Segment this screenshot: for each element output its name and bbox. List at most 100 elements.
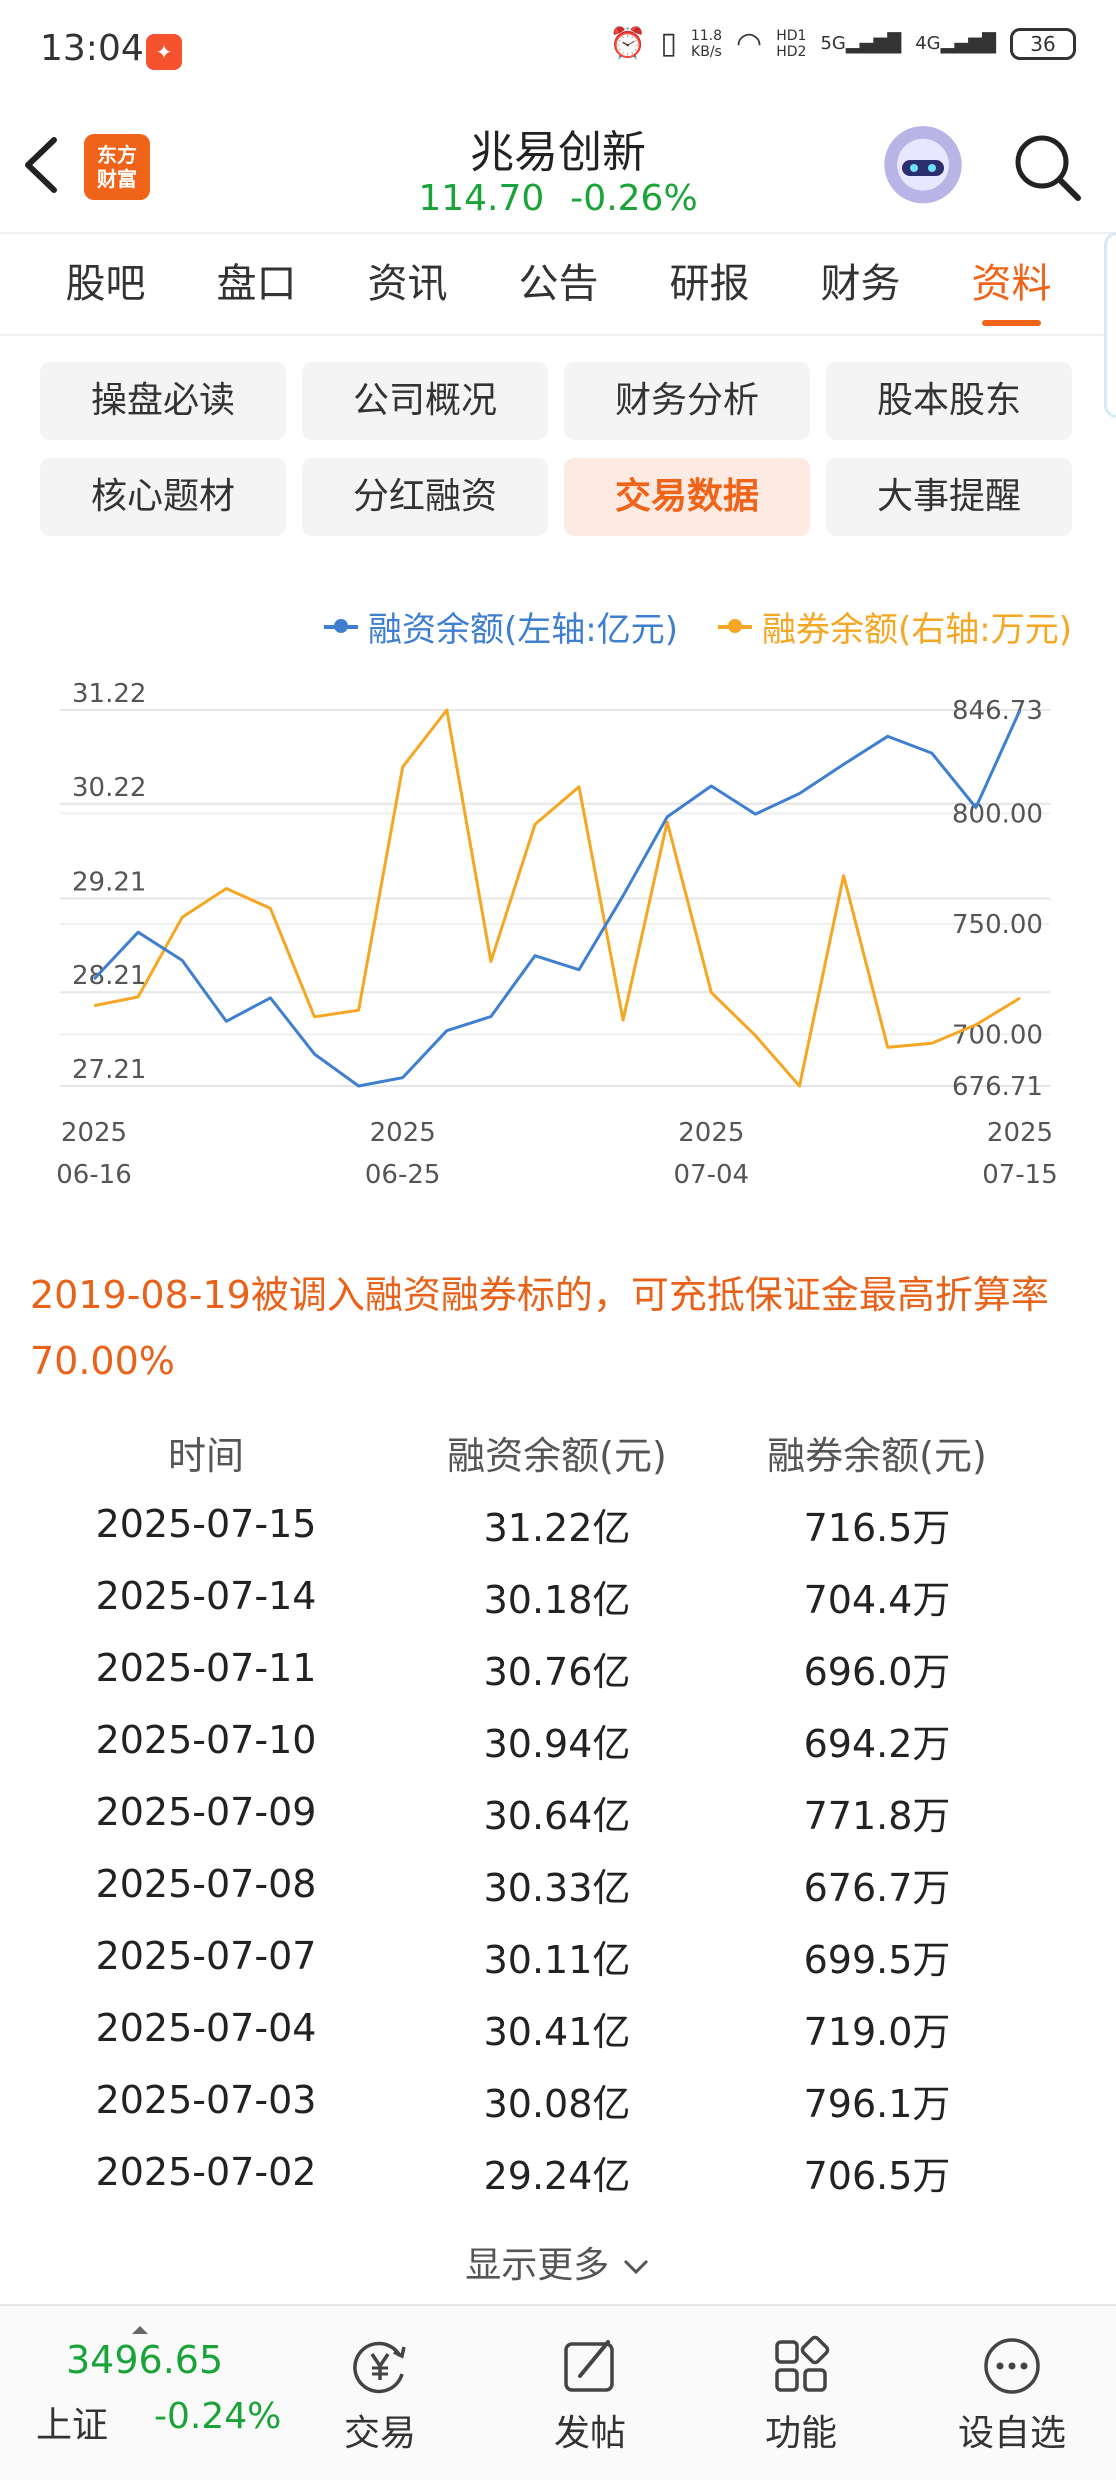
y-left-tick-label: 30.22 <box>72 773 146 803</box>
cell-date: 2025-07-14 <box>95 1574 317 1618</box>
series-line-short-selling <box>93 708 1021 1088</box>
table-row: 2025-07-08 30.33亿 676.7万 <box>0 1848 1116 1920</box>
hd1-label: HD1 <box>776 27 807 44</box>
status-icons: ⏰ ▯ 11.8 KB/s ◠ HD1 HD2 5G▂▄▆█ 4G▂▄▆█ 36 <box>609 26 1076 61</box>
x-tick-date: 06-25 <box>365 1160 441 1190</box>
tab-research[interactable]: 研报 <box>669 261 750 307</box>
tab-finance[interactable]: 财务 <box>820 261 901 307</box>
chevron-left-icon <box>25 137 57 193</box>
cell-date: 2025-07-04 <box>95 2006 317 2050</box>
hd2-label: HD2 <box>776 43 807 60</box>
cell-date: 2025-07-03 <box>95 2078 317 2122</box>
table-row: 2025-07-07 30.11亿 699.5万 <box>0 1920 1116 1992</box>
table-row: 2025-07-03 30.08亿 796.1万 <box>0 2064 1116 2136</box>
margin-eligibility-note: 2019-08-19被调入融资融券标的，可充抵保证金最高折算率70.00% <box>30 1273 1049 1383</box>
cell-short-balance: 696.0万 <box>803 1649 951 1694</box>
cell-financing-balance: 30.08亿 <box>483 2081 631 2126</box>
cell-short-balance: 719.0万 <box>803 2009 951 2054</box>
search-button[interactable] <box>1010 130 1084 204</box>
cell-date: 2025-07-08 <box>95 1862 317 1906</box>
hd-indicator: HD1 HD2 <box>776 28 806 60</box>
alarm-icon: ⏰ <box>608 26 647 61</box>
subnav-trading-data[interactable]: 交易数据 <box>564 458 810 536</box>
y-right-tick-label: 800.00 <box>952 799 1043 829</box>
tab-announcements[interactable]: 公告 <box>518 261 599 307</box>
show-more-button[interactable]: 显示更多 <box>0 2236 1116 2288</box>
cell-date: 2025-07-10 <box>95 1718 317 1762</box>
y-left-tick-label: 27.21 <box>72 1055 146 1085</box>
search-icon <box>1015 135 1081 201</box>
table-row: 2025-07-10 30.94亿 694.2万 <box>0 1704 1116 1776</box>
tab-news[interactable]: 资讯 <box>367 261 448 307</box>
cell-short-balance: 796.1万 <box>803 2081 951 2126</box>
app-logo: 东方 财富 <box>84 134 150 200</box>
table-row: 2025-07-11 30.76亿 696.0万 <box>0 1632 1116 1704</box>
post-button[interactable]: 发帖 <box>520 2322 660 2462</box>
subnav-dividends-financing[interactable]: 分红融资 <box>302 458 548 536</box>
cell-date: 2025-07-11 <box>95 1646 317 1690</box>
table-row: 2025-07-04 30.41亿 719.0万 <box>0 1992 1116 2064</box>
header-financing-balance: 融资余额(元) <box>447 1433 667 1478</box>
y-right-tick-label: 676.71 <box>952 1072 1043 1102</box>
margin-data-table: 时间 融资余额(元) 融券余额(元) 2025-07-15 31.22亿 716.5… <box>0 1416 1116 2208</box>
tab-guba[interactable]: 股吧 <box>65 261 146 307</box>
cell-short-balance: 771.8万 <box>803 1793 951 1838</box>
index-change: -0.24% <box>154 2396 282 2437</box>
caret-up-icon <box>132 2326 148 2334</box>
subnav-company-overview[interactable]: 公司概况 <box>302 362 548 440</box>
subnav-must-read[interactable]: 操盘必读 <box>40 362 286 440</box>
net-speed-value: 11.8 <box>690 27 723 44</box>
legend-label-short-selling: 融券余额(右轴:万元) <box>762 610 1072 650</box>
cell-financing-balance: 30.94亿 <box>483 1721 631 1766</box>
more-dots-icon <box>984 2338 1040 2394</box>
ai-assistant-avatar[interactable] <box>880 126 966 212</box>
functions-button[interactable]: 功能 <box>731 2322 871 2462</box>
subnav-financial-analysis[interactable]: 财务分析 <box>564 362 810 440</box>
side-drawer-handle[interactable] <box>1104 232 1116 418</box>
index-value: 3496.65 <box>66 2338 224 2382</box>
legend-item-financing[interactable]: 融资余额(左轴:亿元) <box>324 602 678 651</box>
subnav-core-themes[interactable]: 核心题材 <box>40 458 286 536</box>
table-row: 2025-07-14 30.18亿 704.4万 <box>0 1560 1116 1632</box>
y-left-tick-label: 29.21 <box>72 867 146 897</box>
subnav-events[interactable]: 大事提醒 <box>826 458 1072 536</box>
series-line-financing <box>92 709 1022 1088</box>
cell-date: 2025-07-15 <box>95 1502 317 1546</box>
show-more-label: 显示更多 <box>465 2245 610 2286</box>
signal-4g-label: 4G <box>915 33 941 54</box>
cell-financing-balance: 30.11亿 <box>483 1937 631 1982</box>
legend-marker-financing <box>324 618 358 633</box>
vibrate-icon: ▯ <box>660 26 677 61</box>
cell-financing-balance: 30.76亿 <box>483 1649 631 1694</box>
cell-date: 2025-07-07 <box>95 1934 317 1978</box>
index-ticker[interactable]: 3496.65 上证 -0.24% <box>36 2326 296 2446</box>
trade-button[interactable]: 交易 <box>310 2322 450 2462</box>
post-label: 发帖 <box>553 2413 626 2454</box>
cell-date: 2025-07-02 <box>95 2150 317 2194</box>
y-right-tick-label: 846.73 <box>952 696 1043 726</box>
network-speed: 11.8 KB/s <box>691 28 722 60</box>
table-row: 2025-07-02 29.24亿 706.5万 <box>0 2136 1116 2208</box>
x-tick-date: 07-15 <box>982 1160 1058 1190</box>
functions-label: 功能 <box>764 2413 837 2454</box>
table-header-row: 时间 融资余额(元) 融券余额(元) <box>0 1416 1116 1488</box>
cell-financing-balance: 29.24亿 <box>483 2153 631 2198</box>
tab-pankou[interactable]: 盘口 <box>216 261 297 307</box>
x-tick-year: 2025 <box>987 1118 1053 1148</box>
y-right-tick-label: 700.00 <box>952 1020 1043 1050</box>
y-left-tick-label: 31.22 <box>72 679 146 709</box>
tab-profile[interactable]: 资料 <box>936 234 1087 334</box>
cell-short-balance: 699.5万 <box>803 1937 951 1982</box>
cell-short-balance: 676.7万 <box>803 1865 951 1910</box>
wifi-icon: ◠ <box>736 26 763 61</box>
signal-4g-icon: 4G▂▄▆█ <box>915 33 996 54</box>
cell-date: 2025-07-09 <box>95 1790 317 1834</box>
cell-financing-balance: 30.41亿 <box>483 2009 631 2054</box>
back-button[interactable] <box>18 132 68 202</box>
legend-marker-short-selling <box>718 618 752 633</box>
header-short-balance: 融券余额(元) <box>767 1433 987 1478</box>
add-watchlist-button[interactable]: 设自选 <box>942 2322 1082 2462</box>
subnav-shareholders[interactable]: 股本股东 <box>826 362 1072 440</box>
logo-line1: 东方 <box>97 143 137 167</box>
legend-item-short-selling[interactable]: 融券余额(右轴:万元) <box>718 602 1072 651</box>
